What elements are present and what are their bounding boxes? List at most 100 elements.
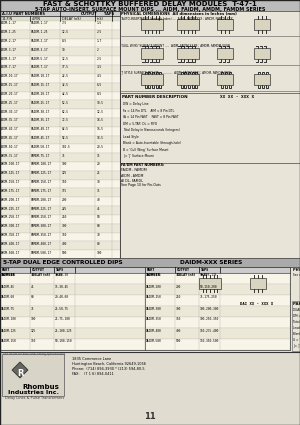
Bar	[141, 74, 163, 85]
Text: DAIDM-400: DAIDM-400	[146, 329, 162, 332]
Text: 32.5: 32.5	[62, 83, 69, 87]
Text: 42.5: 42.5	[62, 92, 69, 96]
Text: 125: 125	[31, 329, 36, 332]
Text: OUTPUT: OUTPUT	[81, 12, 98, 16]
Text: G = 'Gull Wing' Surface Mount: G = 'Gull Wing' Surface Mount	[293, 338, 300, 342]
Text: AMDM-500-17: AMDM-500-17	[1, 251, 20, 255]
Text: FAIDM-1-25: FAIDM-1-25	[31, 30, 49, 34]
Text: DAIDM-175: DAIDM-175	[146, 274, 162, 278]
Bar	[145, 273, 290, 284]
Text: AIDM-2-17: AIDM-2-17	[1, 39, 17, 43]
Text: DAIDM-30: DAIDM-30	[1, 274, 15, 278]
Text: 25-75-100: 25-75-100	[55, 317, 71, 321]
Bar	[0, 153, 120, 162]
Text: FA/DM PART NUMBERS:: FA/DM PART NUMBERS:	[121, 163, 164, 167]
Text: 150-350-500: 150-350-500	[200, 340, 219, 343]
Text: Total Delay in nanoseconds (nS): Total Delay in nanoseconds (nS)	[293, 320, 300, 324]
Text: 72.5: 72.5	[62, 119, 69, 122]
Text: 300: 300	[62, 224, 67, 228]
Text: 12.5: 12.5	[62, 30, 69, 34]
Text: Lead Style: Lead Style	[293, 326, 300, 330]
Text: 18.5: 18.5	[97, 136, 104, 140]
Text: 10: 10	[62, 48, 65, 52]
Bar	[0, 295, 145, 306]
Text: DELAY (nS): DELAY (nS)	[62, 17, 81, 21]
Bar	[0, 273, 145, 284]
Text: 5-TAP AUTO-INSERT, SURFACE MOUNT DIPS ... AIDM, FAIDM, AMDM, FAMDM SERIES: 5-TAP AUTO-INSERT, SURFACE MOUNT DIPS ..…	[35, 6, 265, 11]
Text: DAIDM-60: DAIDM-60	[1, 295, 15, 300]
Text: DAIDM-75: DAIDM-75	[1, 306, 15, 311]
Text: 150: 150	[62, 180, 67, 184]
Text: 6.5: 6.5	[97, 83, 102, 87]
Bar	[145, 328, 290, 339]
Text: FAMDM-150-17: FAMDM-150-17	[31, 180, 52, 184]
Bar	[217, 74, 233, 85]
Text: DAIDM-125: DAIDM-125	[1, 329, 17, 332]
Text: 12.5: 12.5	[62, 57, 69, 61]
Text: 100: 100	[97, 251, 102, 255]
Text: FAMDM-300-17: FAMDM-300-17	[31, 224, 52, 228]
Text: AIDM-1-25: AIDM-1-25	[1, 30, 17, 34]
Text: AMDM-250-17: AMDM-250-17	[1, 215, 20, 219]
Bar	[141, 48, 163, 59]
Text: DM = 5-TAP, DL = FIFO: DM = 5-TAP, DL = FIFO	[293, 314, 300, 318]
Text: FAMDM-225-17: FAMDM-225-17	[31, 207, 52, 210]
Text: 300: 300	[176, 306, 181, 311]
Bar	[0, 30, 120, 39]
Text: XX XX - XXX X: XX XX - XXX X	[220, 95, 254, 99]
Text: 35: 35	[97, 189, 101, 193]
Text: 250: 250	[176, 295, 181, 300]
Text: 400: 400	[62, 242, 67, 246]
Text: AI DL, FAMDL: AI DL, FAMDL	[121, 179, 143, 183]
Text: 1835 Commerce Lane: 1835 Commerce Lane	[72, 357, 111, 361]
Bar	[0, 267, 145, 273]
Text: AMDM-125-17: AMDM-125-17	[1, 171, 20, 175]
Text: AMDM-200-17: AMDM-200-17	[1, 198, 20, 202]
Text: 50: 50	[97, 215, 101, 219]
Bar	[0, 241, 120, 250]
Text: Blank = Auto-Insertable (through-hole): Blank = Auto-Insertable (through-hole)	[123, 141, 181, 145]
Text: 50-150-200: 50-150-200	[200, 284, 218, 289]
Text: AIDM-35-17: AIDM-35-17	[1, 119, 19, 122]
Text: FAIDM-45-17: FAIDM-45-17	[31, 136, 50, 140]
Text: DM = 5-TAP, DL = FIFO: DM = 5-TAP, DL = FIFO	[123, 122, 157, 125]
Text: R: R	[17, 368, 23, 377]
Text: 350: 350	[62, 233, 67, 237]
Text: 175: 175	[62, 189, 67, 193]
Text: DW = Delay Line: DW = Delay Line	[123, 102, 148, 106]
Text: DAIDM-XXX SERIES: DAIDM-XXX SERIES	[180, 260, 242, 264]
Text: 'AUTO-INSERTABLE' (through holes) ....  AIDM, FAIDM-XXX ; AMDM, FAMDM-XXX: 'AUTO-INSERTABLE' (through holes) .... A…	[121, 17, 233, 20]
Text: 100: 100	[31, 317, 36, 321]
Bar	[0, 127, 120, 136]
Text: FAIDM-25-17: FAIDM-25-17	[31, 101, 50, 105]
Bar	[0, 224, 120, 232]
Bar	[0, 284, 145, 295]
Text: DAIDM-300: DAIDM-300	[146, 306, 162, 311]
Text: 400: 400	[176, 329, 181, 332]
Text: Fa = 14 Pin DTL    AIM = 8 Pin DTL: Fa = 14 Pin DTL AIM = 8 Pin DTL	[123, 108, 174, 113]
Text: See below for additional timing specifications.: See below for additional timing specific…	[3, 352, 66, 356]
Text: 70: 70	[97, 233, 101, 237]
Text: 1.7: 1.7	[97, 39, 102, 43]
Bar	[0, 144, 120, 153]
Text: AMDM-350-17: AMDM-350-17	[1, 233, 20, 237]
Bar	[0, 100, 120, 109]
Text: FAIDM-5-17: FAIDM-5-17	[31, 57, 49, 61]
Bar	[0, 171, 120, 180]
Text: 16.5: 16.5	[97, 127, 104, 131]
Text: A.I.U PART NUMBERS: A.I.U PART NUMBERS	[2, 12, 45, 16]
Text: Rhombus: Rhombus	[22, 384, 59, 390]
Bar	[120, 93, 300, 163]
Text: FAIDM , FAMDM: FAIDM , FAMDM	[121, 168, 147, 172]
Text: PHYSICAL DIMENSIONS  All dimensions in Inches (mm): PHYSICAL DIMENSIONS All dimensions in In…	[293, 268, 300, 272]
Text: (nS): (nS)	[97, 17, 104, 21]
Bar	[0, 56, 120, 65]
Text: Delay Lines & Pulse Transformers: Delay Lines & Pulse Transformers	[5, 396, 64, 400]
Text: FAST & SCHOTTKY BUFFERED DELAY MODULES  T-47-1: FAST & SCHOTTKY BUFFERED DELAY MODULES T…	[43, 1, 257, 7]
Text: J = 'J' Surface Mount: J = 'J' Surface Mount	[293, 344, 300, 348]
Bar	[0, 352, 300, 425]
Text: 175: 175	[176, 274, 181, 278]
Text: FAIDM-10-17: FAIDM-10-17	[31, 74, 50, 78]
Text: FAMDM-200-17: FAMDM-200-17	[31, 198, 52, 202]
Text: 350: 350	[176, 317, 181, 321]
